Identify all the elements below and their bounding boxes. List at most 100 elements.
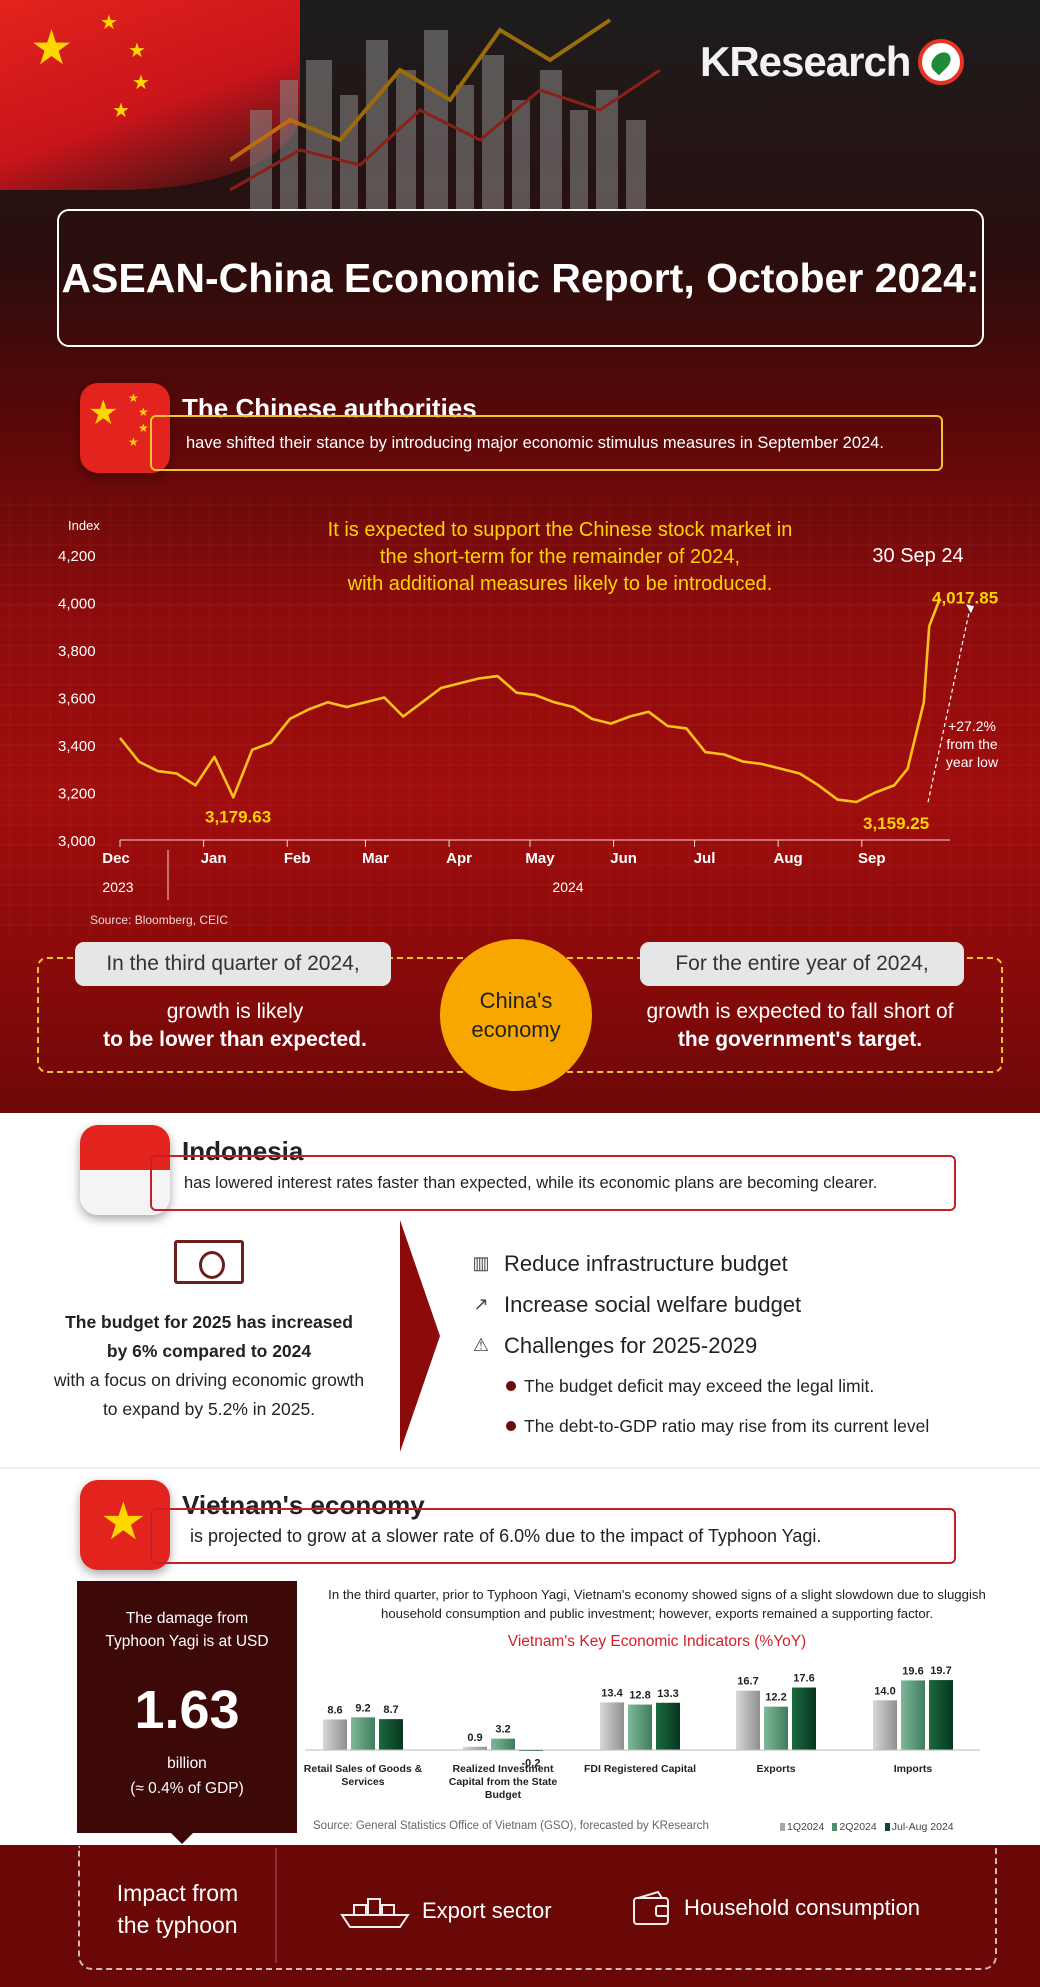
category-label: Imports bbox=[894, 1763, 933, 1775]
low-jan-label: 3,179.63 bbox=[205, 807, 271, 826]
damage-label-line1: The damage from bbox=[125, 1610, 249, 1627]
change-annotation-line: +27.2% bbox=[948, 718, 996, 734]
y-tick-label: 3,800 bbox=[58, 643, 96, 660]
money-icon bbox=[174, 1240, 244, 1284]
skyline-chart-decoration bbox=[230, 18, 661, 210]
damage-label-line2: Typhoon Yagi is at USD bbox=[105, 1633, 269, 1650]
q3-text-line1: growth is likely bbox=[166, 1000, 304, 1023]
bar-value-label: 8.7 bbox=[383, 1704, 398, 1716]
bar bbox=[764, 1706, 788, 1750]
impact-box bbox=[78, 1846, 997, 1970]
china-economy-label-2: economy bbox=[471, 1017, 561, 1042]
plan-item-label: Increase social welfare budget bbox=[504, 1291, 802, 1317]
category-label: Retail Sales of Goods & Services bbox=[304, 1763, 423, 1788]
damage-value: 1.63 bbox=[134, 1680, 240, 1740]
bar-value-label: 0.9 bbox=[467, 1732, 482, 1744]
bar bbox=[873, 1700, 897, 1750]
x-tick-label: Aug bbox=[774, 850, 803, 867]
page-title: ASEAN-China Economic Report, October 202… bbox=[61, 254, 980, 301]
category-label: FDI Registered Capital bbox=[584, 1763, 696, 1775]
vietnam-flag-icon: ★ bbox=[80, 1480, 170, 1570]
q3-text-line2: to be lower than expected. bbox=[103, 1028, 367, 1051]
vietnam-intro-line: household consumption and public investm… bbox=[380, 1606, 933, 1621]
bar-value-label: 16.7 bbox=[737, 1676, 758, 1688]
vietnam-subtext: is projected to grow at a slower rate of… bbox=[150, 1508, 956, 1564]
bar-value-label: 19.6 bbox=[902, 1665, 923, 1677]
damage-gdp-note: (≈ 0.4% of GDP) bbox=[130, 1780, 244, 1797]
impact-title-line1: Impact from bbox=[116, 1880, 239, 1906]
y-axis-label: Index bbox=[68, 518, 100, 533]
bar bbox=[628, 1704, 652, 1750]
plan-item: ▥ Reduce infrastructure budget bbox=[470, 1243, 929, 1284]
bullet-dot-icon bbox=[506, 1381, 516, 1391]
bar-value-label: 12.2 bbox=[765, 1692, 786, 1704]
chart-up-icon: ↗ bbox=[473, 1294, 489, 1314]
damage-unit-line: billion bbox=[167, 1755, 207, 1772]
wallet-icon bbox=[633, 1890, 669, 1925]
plan-item-label: Challenges for 2025-2029 bbox=[504, 1332, 758, 1358]
bar bbox=[351, 1717, 375, 1750]
bar bbox=[463, 1746, 487, 1750]
bar bbox=[379, 1719, 403, 1750]
chart-caption-line: It is expected to support the Chinese st… bbox=[327, 519, 793, 541]
year-text-line1: growth is expected to fall short of bbox=[646, 1000, 954, 1023]
year-text-line2: the government's target. bbox=[677, 1028, 923, 1051]
indonesia-plan-list: ▥ Reduce infrastructure budget ↗ Increase … bbox=[470, 1243, 929, 1446]
bar-value-label: 8.6 bbox=[327, 1704, 342, 1716]
legend-label: Jul-Aug 2024 bbox=[891, 1821, 954, 1833]
y-tick-label: 3,200 bbox=[58, 786, 96, 803]
vietnam-chart-title: Vietnam's Key Economic Indicators (%YoY) bbox=[507, 1633, 807, 1650]
vietnam-indicators-chart: 8.6 9.2 8.7 0.9 3.2 -0.2 13.4 12.8 13.3 16.7 12.2 1… bbox=[304, 1665, 980, 1801]
damage-label: The damage from Typhoon Yagi is at USD bbox=[77, 1607, 297, 1653]
change-arrow-head bbox=[966, 604, 974, 614]
category-label: Exports bbox=[756, 1763, 795, 1775]
bar bbox=[792, 1687, 816, 1750]
kbank-leaf-icon bbox=[918, 39, 965, 85]
chart-caption-line: the short-term for the remainder of 2024… bbox=[379, 546, 741, 568]
legend-swatch bbox=[780, 1823, 785, 1831]
indonesia-heading: Indonesia bbox=[182, 1136, 304, 1166]
plan-item: ↗ Increase social welfare budget bbox=[470, 1284, 929, 1325]
legend-swatch bbox=[832, 1823, 838, 1831]
year-tag: For the entire year of 2024, bbox=[640, 942, 964, 986]
bar bbox=[323, 1719, 347, 1750]
x-tick-label: Jan bbox=[201, 850, 227, 867]
indonesia-budget: The budget for 2025 has increased by 6% … bbox=[24, 1218, 394, 1458]
bar bbox=[491, 1738, 515, 1750]
china-flag-icon: ★ ★ ★ ★ ★ bbox=[80, 383, 170, 473]
y-tick-label: 4,200 bbox=[58, 548, 96, 565]
impact-title: Impact from the typhoon bbox=[90, 1877, 265, 1941]
index-series-line bbox=[118, 597, 942, 804]
legend-item: 2Q2024 bbox=[832, 1821, 877, 1833]
bullet-dot-icon bbox=[506, 1421, 516, 1431]
impact-household-label: Household consumption bbox=[684, 1895, 921, 1920]
arrow-divider-icon bbox=[400, 1220, 440, 1452]
brand-name: KResearch bbox=[700, 38, 911, 85]
bar bbox=[929, 1680, 953, 1750]
bar bbox=[736, 1690, 760, 1750]
year-text: growth is expected to fall short of the … bbox=[600, 998, 1000, 1054]
bar-value-label: 13.4 bbox=[601, 1687, 623, 1699]
bar-value-label: 14.0 bbox=[874, 1685, 895, 1697]
change-annotation-line: year low bbox=[946, 754, 999, 770]
change-arrow-line bbox=[927, 608, 971, 803]
bar-value-label: 9.2 bbox=[355, 1702, 370, 1714]
vietnam-chart-legend: 1Q2024 2Q2024 Jul-Aug 2024 bbox=[780, 1821, 954, 1833]
challenge-text: The budget deficit may exceed the legal … bbox=[524, 1375, 875, 1396]
damage-unit: billion (≈ 0.4% of GDP) bbox=[77, 1751, 297, 1801]
warning-icon: ⚠ bbox=[472, 1335, 490, 1355]
building-icon: ▥ bbox=[472, 1253, 490, 1273]
bar-value-label: 12.8 bbox=[629, 1690, 650, 1702]
china-heading: The Chinese authorities bbox=[182, 393, 477, 423]
section-divider bbox=[0, 1467, 1040, 1469]
vietnam-intro-line: In the third quarter, prior to Typhoon Y… bbox=[328, 1587, 986, 1602]
impact-export-label: Export sector bbox=[422, 1898, 552, 1923]
vietnam-chart-source: Source: General Statistics Office of Vie… bbox=[313, 1820, 709, 1832]
impact-export: Export sector bbox=[340, 1893, 552, 1929]
q3-text: growth is likely to be lower than expect… bbox=[55, 998, 415, 1054]
china-economy-label-1: China's bbox=[479, 988, 553, 1013]
challenge-bullet: The budget deficit may exceed the legal … bbox=[506, 1366, 929, 1406]
y-tick-label: 3,400 bbox=[58, 738, 96, 755]
challenge-text: The debt-to-GDP ratio may rise from its … bbox=[524, 1415, 930, 1436]
budget-line4: to expand by 5.2% in 2025. bbox=[102, 1399, 316, 1419]
